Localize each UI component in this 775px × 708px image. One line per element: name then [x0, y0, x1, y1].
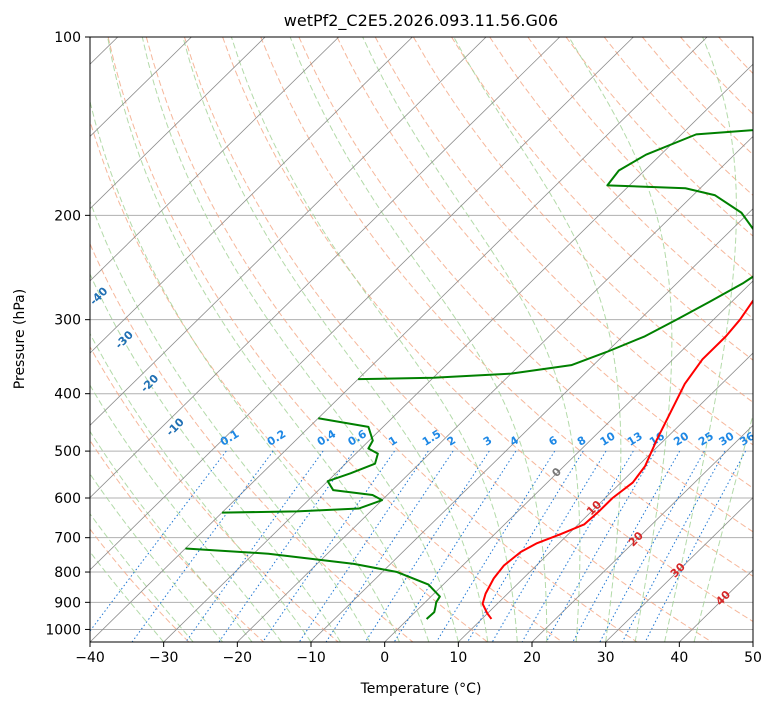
- y-tick-label: 700: [54, 531, 81, 547]
- x-axis-label: Temperature (°C): [360, 681, 482, 697]
- y-tick-label: 300: [54, 313, 81, 329]
- isotherm-line: [237, 135, 753, 642]
- moist-adiabat-line: [230, 37, 518, 642]
- dry-adiabat-line: [336, 37, 753, 489]
- y-tick-label: 1000: [45, 622, 81, 638]
- isotherm-line: [90, 37, 708, 642]
- moist-adiabat-line: [362, 37, 581, 642]
- mixing-ratio-label: 36: [737, 429, 757, 448]
- plot-frame: [89, 36, 754, 643]
- moist-adiabat-line: [90, 430, 253, 642]
- mixing-ratio-line: [599, 450, 705, 642]
- y-tick-label: 100: [54, 30, 81, 46]
- mixing-ratio-line: [644, 450, 747, 642]
- isotherm-line: [163, 63, 753, 642]
- x-tick-label: −20: [223, 650, 253, 666]
- mixing-ratio-line: [218, 450, 355, 642]
- x-tick-label: 50: [744, 650, 762, 666]
- dewpoint-profile-line: [221, 417, 384, 514]
- isotherm-line: [310, 208, 753, 642]
- x-tick-label: 20: [523, 650, 541, 666]
- x-tick-label: 40: [670, 650, 688, 666]
- mixing-ratio-line: [621, 450, 726, 642]
- y-tick-label: 600: [54, 491, 81, 507]
- temperature-profile-line: [481, 299, 753, 620]
- mixing-ratio-line: [467, 450, 584, 642]
- x-tick-label: 10: [449, 650, 467, 666]
- y-tick-label: 900: [54, 595, 81, 611]
- x-tick-label: −40: [75, 650, 105, 666]
- plot-area: 0.10.20.40.611.52346810131620253036-100-…: [90, 37, 757, 642]
- moist-adiabat-line: [107, 37, 430, 642]
- x-tick-label: 30: [597, 650, 615, 666]
- moist-adiabat-line: [90, 512, 194, 642]
- dry-adiabat-line: [107, 37, 563, 642]
- dry-adiabat-line: [90, 119, 488, 642]
- moist-adiabat-line: [182, 37, 489, 642]
- isotherm-line: [384, 280, 753, 642]
- isotherm-line: [90, 37, 561, 499]
- y-tick-label: 200: [54, 208, 81, 224]
- y-axis-label: Pressure (hPa): [12, 289, 28, 389]
- mixing-ratio-line: [435, 450, 556, 642]
- isotherm-line: [531, 424, 753, 642]
- dewpoint-profile-line: [358, 129, 753, 381]
- x-tick-label: 0: [380, 650, 389, 666]
- y-tick-label: 400: [54, 387, 81, 403]
- mixing-ratio-line: [572, 450, 681, 642]
- isotherm-line: [90, 37, 634, 571]
- moist-adiabat-line: [90, 99, 400, 642]
- moist-adiabat-line: [90, 551, 165, 642]
- isotherm-line: [605, 496, 753, 642]
- dry-adiabat-line: [374, 37, 753, 446]
- moist-adiabat-line: [90, 473, 223, 642]
- moist-adiabat-line: [568, 37, 673, 642]
- moist-adiabat-line: [90, 199, 371, 642]
- mixing-ratio-line: [545, 450, 656, 642]
- dry-adiabat-line: [451, 37, 753, 361]
- isotherm-line: [90, 37, 266, 210]
- dewpoint-profile-line: [185, 547, 441, 620]
- y-tick-label: 500: [54, 444, 81, 460]
- isotherm-line: [90, 37, 487, 426]
- moist-adiabat-line: [289, 37, 548, 642]
- isotherm-line: [90, 37, 340, 282]
- x-tick-label: −10: [296, 650, 326, 666]
- mixing-ratio-line: [325, 450, 454, 642]
- moist-adiabat-line: [141, 37, 459, 642]
- dry-adiabat-line: [183, 37, 712, 642]
- moist-adiabat-line: [453, 37, 622, 642]
- y-tick-label: 800: [54, 565, 81, 581]
- moist-adiabat-line: [90, 272, 341, 642]
- dry-adiabat-line: [90, 439, 264, 642]
- dry-adiabat-line: [90, 528, 190, 642]
- isotherm-line: [90, 37, 413, 354]
- moist-adiabat-line: [90, 384, 282, 642]
- x-tick-label: −30: [149, 650, 179, 666]
- isotherm-line: [458, 352, 753, 642]
- chart-title: wetPf2_C2E5.2026.093.11.56.G06: [284, 11, 558, 31]
- dry-adiabat-line: [489, 37, 753, 320]
- mixing-ratio-line: [131, 450, 274, 642]
- moist-adiabat-line: [664, 37, 737, 642]
